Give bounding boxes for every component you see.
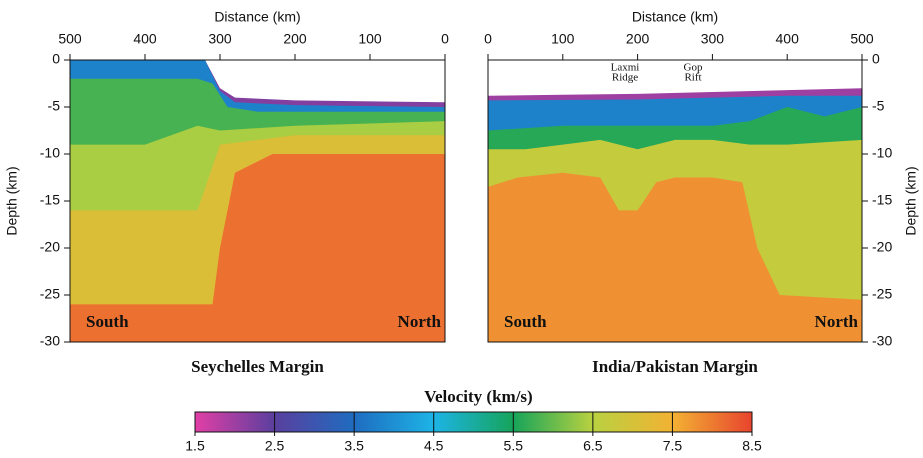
y-tick-label: -25: [872, 286, 892, 302]
colorbar-tick-label: 3.5: [344, 438, 364, 454]
x-tick-label: 500: [850, 31, 874, 47]
x-tick-label: 400: [776, 31, 800, 47]
y-tick-label: -5: [872, 98, 885, 114]
edge-label: South: [504, 312, 547, 331]
colorbar-gradient: [194, 411, 753, 433]
velocity-layer: [488, 172, 862, 342]
edge-label: South: [86, 312, 129, 331]
x-tick-label: 500: [58, 31, 82, 47]
panel-title: India/Pakistan Margin: [592, 357, 758, 376]
x-tick-label: 0: [484, 31, 492, 47]
x-tick-label: 300: [701, 31, 725, 47]
x-tick-label: 200: [283, 31, 307, 47]
y-tick-label: -5: [48, 98, 61, 114]
y-tick-label: -15: [40, 192, 60, 208]
colorbar-tick-label: 6.5: [583, 438, 603, 454]
y-tick-label: 0: [872, 51, 880, 67]
colorbar-tick-label: 8.5: [742, 438, 762, 454]
x-tick-label: 400: [133, 31, 157, 47]
colorbar-tick-label: 5.5: [504, 438, 524, 454]
y-tick-label: -20: [872, 239, 892, 255]
y-tick-label: -30: [872, 333, 892, 349]
annotation: Gop: [684, 62, 703, 74]
y-tick-label: -10: [40, 145, 60, 161]
annotation: Laxmi: [611, 62, 640, 74]
edge-label: North: [815, 312, 859, 331]
y-tick-label: -20: [40, 239, 60, 255]
x-tick-label: 100: [358, 31, 382, 47]
colorbar-tick-label: 7.5: [663, 438, 683, 454]
x-axis-title: Distance (km): [214, 9, 300, 25]
y-tick-label: -30: [40, 333, 60, 349]
velocity-layer: [70, 154, 445, 342]
x-tick-label: 0: [441, 31, 449, 47]
y-tick-label: -25: [40, 286, 60, 302]
x-axis-title: Distance (km): [632, 9, 718, 25]
x-tick-label: 300: [208, 31, 232, 47]
annotation: Rift: [684, 72, 701, 84]
colorbar: 1.5 2.5 3.5 4.5 5.5 6.5 7.5 8.5 Velocity (km/s): [185, 387, 762, 454]
y-tick-label: -15: [872, 192, 892, 208]
panel-title: Seychelles Margin: [191, 357, 324, 376]
y-axis-title: Depth (km): [4, 166, 20, 235]
edge-label: North: [398, 312, 442, 331]
colorbar-title: Velocity (km/s): [424, 387, 532, 406]
section-panel: 500 400 300 200 100 0 0 -5 -10 -15 -20 -25 -30 Distan…: [4, 9, 449, 376]
annotation: Ridge: [612, 72, 638, 84]
x-tick-label: 200: [626, 31, 650, 47]
colorbar-tick-label: 1.5: [185, 438, 205, 454]
section-panel: 0 100 200 300 400 500 0 -5 -10 -15 -20 -25 -30 Distan…: [484, 9, 919, 376]
x-tick-label: 100: [551, 31, 575, 47]
colorbar-tick-label: 2.5: [265, 438, 285, 454]
colorbar-tick-label: 4.5: [424, 438, 444, 454]
y-tick-label: -10: [872, 145, 892, 161]
y-axis-title: Depth (km): [903, 166, 919, 235]
y-tick-label: 0: [52, 51, 60, 67]
